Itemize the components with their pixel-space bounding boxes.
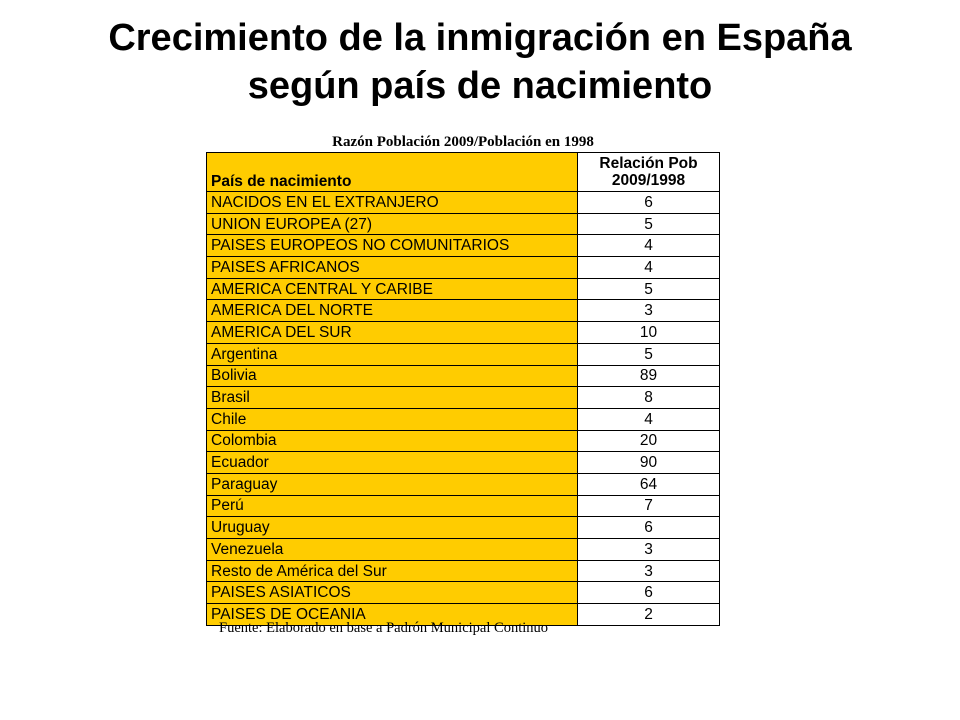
- table-row: Resto de América del Sur 3: [206, 559, 720, 583]
- table-row: Perú 7: [206, 494, 720, 518]
- table-row: PAISES ASIATICOS 6: [206, 581, 720, 605]
- country-cell: Brasil: [206, 386, 578, 409]
- table-row: Paraguay 64: [206, 472, 720, 496]
- immigration-ratio-table: País de nacimiento Relación Pob 2009/199…: [206, 152, 720, 626]
- header-ratio-line-1: Relación Pob: [599, 155, 698, 172]
- country-cell: Ecuador: [206, 451, 578, 474]
- ratio-cell: 2: [577, 603, 720, 626]
- country-cell: NACIDOS EN EL EXTRANJERO: [206, 191, 578, 214]
- ratio-cell: 4: [577, 407, 720, 431]
- header-ratio: Relación Pob 2009/1998: [577, 152, 720, 192]
- ratio-cell: 4: [577, 256, 720, 279]
- ratio-cell: 5: [577, 277, 720, 301]
- header-ratio-line-2: 2009/1998: [611, 172, 686, 189]
- ratio-cell: 7: [577, 494, 720, 518]
- ratio-cell: 64: [577, 472, 720, 496]
- table-caption: Razón Población 2009/Población en 1998: [332, 134, 594, 150]
- country-cell: AMERICA DEL NORTE: [206, 299, 578, 323]
- ratio-cell: 3: [577, 299, 720, 323]
- ratio-cell: 89: [577, 364, 720, 388]
- country-cell: PAISES EUROPEOS NO COMUNITARIOS: [206, 234, 578, 258]
- country-cell: AMERICA CENTRAL Y CARIBE: [206, 277, 578, 301]
- table-row: Argentina 5: [206, 342, 720, 366]
- table-row: PAISES AFRICANOS 4: [206, 256, 720, 279]
- country-cell: PAISES AFRICANOS: [206, 256, 578, 279]
- country-cell: Resto de América del Sur: [206, 559, 578, 583]
- table-row: AMERICA DEL NORTE 3: [206, 299, 720, 323]
- country-cell: AMERICA DEL SUR: [206, 321, 578, 344]
- ratio-cell: 5: [577, 342, 720, 366]
- country-cell: PAISES DE OCEANIA: [206, 603, 578, 626]
- country-cell: Bolivia: [206, 364, 578, 388]
- slide-title: Crecimiento de la inmigración en España …: [0, 14, 960, 110]
- country-cell: PAISES ASIATICOS: [206, 581, 578, 605]
- country-cell: UNION EUROPEA (27): [206, 212, 578, 236]
- country-cell: Uruguay: [206, 516, 578, 539]
- ratio-cell: 6: [577, 516, 720, 539]
- table-body: País de nacimiento Relación Pob 2009/199…: [206, 152, 720, 626]
- country-cell: Colombia: [206, 429, 578, 453]
- ratio-cell: 3: [577, 559, 720, 583]
- table-row: NACIDOS EN EL EXTRANJERO 6: [206, 191, 720, 214]
- ratio-cell: 20: [577, 429, 720, 453]
- table-row: Ecuador 90: [206, 451, 720, 474]
- ratio-cell: 3: [577, 538, 720, 561]
- table-row: Colombia 20: [206, 429, 720, 453]
- ratio-cell: 5: [577, 212, 720, 236]
- country-cell: Venezuela: [206, 538, 578, 561]
- table-row: UNION EUROPEA (27) 5: [206, 212, 720, 236]
- table-row: Venezuela 3: [206, 538, 720, 561]
- table-row: AMERICA DEL SUR 10: [206, 321, 720, 344]
- country-cell: Perú: [206, 494, 578, 518]
- ratio-cell: 6: [577, 191, 720, 214]
- table-row: AMERICA CENTRAL Y CARIBE 5: [206, 277, 720, 301]
- table-row: Bolivia 89: [206, 364, 720, 388]
- country-cell: Argentina: [206, 342, 578, 366]
- table-row: Uruguay 6: [206, 516, 720, 539]
- header-country: País de nacimiento: [206, 152, 578, 192]
- table-row: PAISES EUROPEOS NO COMUNITARIOS 4: [206, 234, 720, 258]
- slide-title-line-1: Crecimiento de la inmigración en España: [108, 17, 852, 59]
- slide-title-line-2: según país de nacimiento: [247, 65, 713, 107]
- table-row: PAISES DE OCEANIA 2: [206, 603, 720, 626]
- ratio-cell: 8: [577, 386, 720, 409]
- table-row: Brasil 8: [206, 386, 720, 409]
- country-cell: Paraguay: [206, 472, 578, 496]
- source-note: Fuente: Elaborado en base a Padrón Munic…: [219, 620, 548, 636]
- ratio-cell: 4: [577, 234, 720, 258]
- ratio-cell: 90: [577, 451, 720, 474]
- country-cell: Chile: [206, 407, 578, 431]
- table-header-row: País de nacimiento Relación Pob 2009/199…: [206, 152, 720, 192]
- ratio-cell: 6: [577, 581, 720, 605]
- table-row: Chile 4: [206, 407, 720, 431]
- ratio-cell: 10: [577, 321, 720, 344]
